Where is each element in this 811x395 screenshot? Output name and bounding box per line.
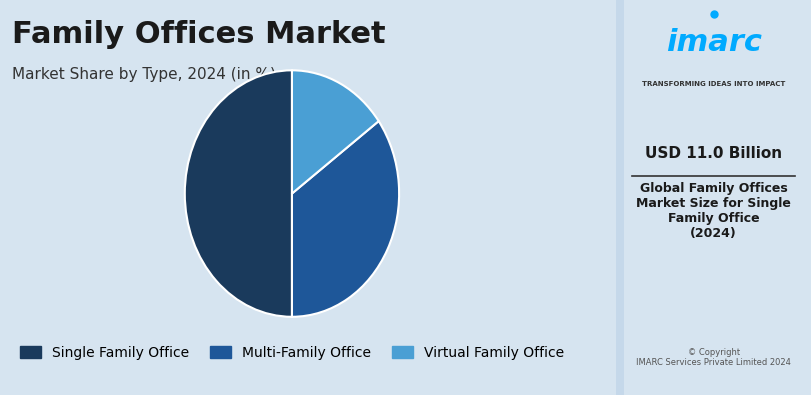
Text: imarc: imarc (666, 28, 762, 56)
Text: Family Offices Market: Family Offices Market (12, 20, 386, 49)
FancyBboxPatch shape (616, 0, 624, 395)
Text: Global Family Offices
Market Size for Single
Family Office
(2024): Global Family Offices Market Size for Si… (637, 182, 791, 240)
Legend: Single Family Office, Multi-Family Office, Virtual Family Office: Single Family Office, Multi-Family Offic… (15, 340, 569, 365)
Text: USD 11.0 Billion: USD 11.0 Billion (645, 146, 783, 161)
Wedge shape (292, 121, 399, 317)
Wedge shape (185, 70, 292, 317)
Text: TRANSFORMING IDEAS INTO IMPACT: TRANSFORMING IDEAS INTO IMPACT (642, 81, 785, 87)
Text: Market Share by Type, 2024 (in %): Market Share by Type, 2024 (in %) (12, 67, 277, 82)
Wedge shape (292, 70, 379, 194)
Text: © Copyright
IMARC Services Private Limited 2024: © Copyright IMARC Services Private Limit… (637, 348, 791, 367)
